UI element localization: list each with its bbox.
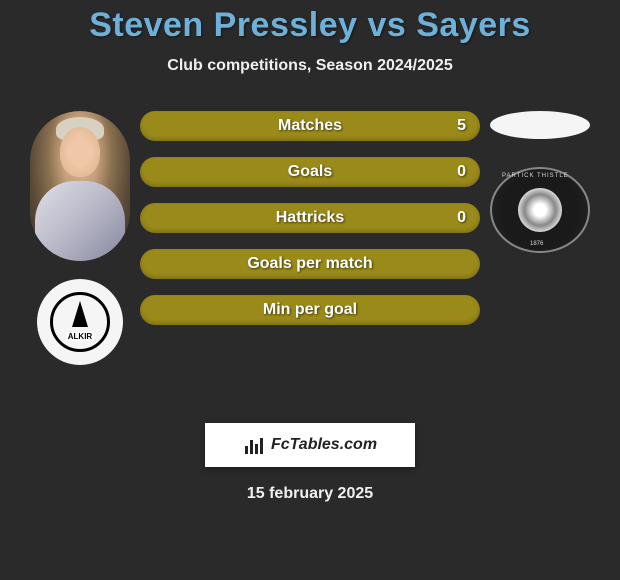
steeple-icon [72,301,88,327]
stat-label: Hattricks [276,209,344,227]
left-player-column: ALKIR [20,111,140,365]
subtitle: Club competitions, Season 2024/2025 [167,57,452,75]
stat-bar-goals: Goals 0 [140,157,480,187]
player-right-photo-placeholder [490,111,590,139]
player-left-photo-placeholder [30,111,130,261]
club-badge-right-ring-bottom: 1876 [530,241,543,247]
stat-label: Goals per match [247,255,372,273]
stat-bar-matches: Matches 5 [140,111,480,141]
right-player-column: PARTICK THISTLE 1876 [480,111,600,253]
stat-label: Min per goal [263,301,357,319]
stat-bar-hattricks: Hattricks 0 [140,203,480,233]
brand-text: FcTables.com [271,436,377,454]
thistle-icon [518,188,562,232]
falkirk-crest-icon: ALKIR [50,292,110,352]
player-left-photo [30,111,130,261]
stat-bar-min-per-goal: Min per goal [140,295,480,325]
club-badge-left: ALKIR [37,279,123,365]
stat-label: Matches [278,117,342,135]
stat-label: Goals [288,163,332,181]
bar-chart-icon [243,436,265,454]
stat-right-value: 5 [457,117,466,135]
stat-right-value: 0 [457,209,466,227]
club-badge-left-text: ALKIR [66,332,94,341]
club-badge-right: PARTICK THISTLE 1876 [490,167,590,253]
brand-box[interactable]: FcTables.com [205,423,415,467]
title: Steven Pressley vs Sayers [89,6,531,45]
stat-bar-goals-per-match: Goals per match [140,249,480,279]
stat-bars: Matches 5 Goals 0 Hattricks 0 Goals per … [140,111,480,325]
stat-right-value: 0 [457,163,466,181]
content-row: ALKIR Matches 5 Goals 0 Hattricks 0 [0,111,620,365]
comparison-card: Steven Pressley vs Sayers Club competiti… [0,0,620,580]
club-badge-right-ring-top: PARTICK THISTLE [502,173,569,179]
date-text: 15 february 2025 [247,485,373,503]
